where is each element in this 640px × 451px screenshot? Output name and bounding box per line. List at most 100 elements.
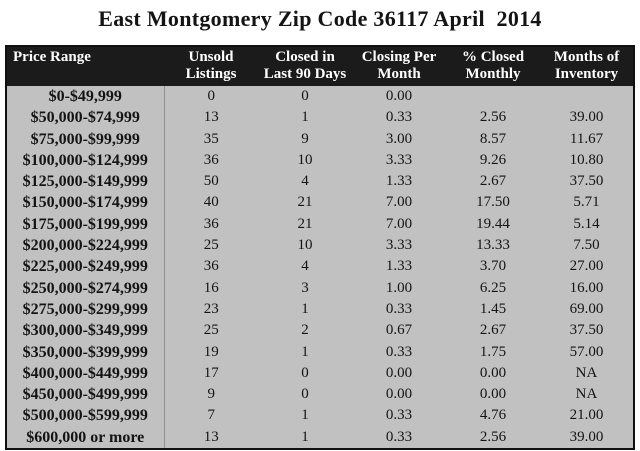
cell-price-range: $225,000-$249,999 (6, 256, 165, 278)
cell-price-range: $500,000-$599,999 (6, 405, 165, 427)
cell-price-range: $400,000-$449,999 (6, 362, 165, 385)
cell-price-range: $175,000-$199,999 (6, 213, 165, 236)
cell-pct-closed-monthly: 6.25 (446, 277, 540, 299)
cell-pct-closed-monthly: 2.56 (446, 107, 540, 129)
table-row: $250,000-$274,999 16 3 1.00 6.25 16.00 (6, 277, 634, 299)
cell-closed-last-90-days: 9 (258, 128, 352, 150)
cell-unsold-listings: 35 (164, 128, 258, 150)
cell-months-of-inventory: NA (540, 384, 634, 406)
cell-price-range: $250,000-$274,999 (6, 277, 165, 299)
cell-closing-per-month: 0.67 (352, 320, 446, 342)
cell-closing-per-month: 0.33 (352, 341, 446, 363)
cell-months-of-inventory: 39.00 (540, 426, 634, 450)
cell-pct-closed-monthly: 9.26 (446, 149, 540, 172)
cell-pct-closed-monthly: 2.67 (446, 320, 540, 342)
column-header-pct-closed-monthly: % Closed Monthly (446, 46, 540, 86)
cell-unsold-listings: 13 (164, 107, 258, 129)
cell-price-range: $300,000-$349,999 (6, 320, 165, 342)
cell-unsold-listings: 19 (164, 341, 258, 363)
cell-unsold-listings: 7 (164, 405, 258, 427)
cell-months-of-inventory: 16.00 (540, 277, 634, 299)
cell-pct-closed-monthly: 1.45 (446, 298, 540, 321)
cell-months-of-inventory: 11.67 (540, 128, 634, 150)
cell-closing-per-month: 7.00 (352, 192, 446, 214)
cell-closed-last-90-days: 10 (258, 149, 352, 172)
cell-closing-per-month: 1.33 (352, 171, 446, 193)
cell-price-range: $100,000-$124,999 (6, 149, 165, 172)
inventory-table: Price Range Unsold Listings Closed in Last… (5, 45, 635, 451)
cell-unsold-listings: 36 (164, 149, 258, 172)
cell-closing-per-month: 0.33 (352, 405, 446, 427)
cell-unsold-listings: 40 (164, 192, 258, 214)
header-row: Price Range Unsold Listings Closed in Last… (6, 46, 634, 86)
cell-closed-last-90-days: 4 (258, 171, 352, 193)
cell-pct-closed-monthly: 3.70 (446, 256, 540, 278)
cell-price-range: $0-$49,999 (6, 86, 165, 108)
cell-months-of-inventory: 69.00 (540, 298, 634, 321)
cell-price-range: $450,000-$499,999 (6, 384, 165, 406)
table-row: $400,000-$449,999 17 0 0.00 0.00 NA (6, 362, 634, 385)
cell-months-of-inventory: 37.50 (540, 171, 634, 193)
table-row: $125,000-$149,999 50 4 1.33 2.67 37.50 (6, 171, 634, 193)
cell-closed-last-90-days: 10 (258, 235, 352, 257)
cell-closed-last-90-days: 21 (258, 213, 352, 236)
table-body: $0-$49,999 0 0 0.00 $50,000-$74,999 13 1 0.33 2.… (6, 86, 634, 450)
cell-price-range: $350,000-$399,999 (6, 341, 165, 363)
cell-months-of-inventory: NA (540, 362, 634, 385)
cell-pct-closed-monthly: 0.00 (446, 384, 540, 406)
cell-unsold-listings: 36 (164, 256, 258, 278)
cell-price-range: $600,000 or more (6, 426, 165, 450)
cell-price-range: $275,000-$299,999 (6, 298, 165, 321)
cell-unsold-listings: 23 (164, 298, 258, 321)
cell-closed-last-90-days: 1 (258, 426, 352, 450)
cell-unsold-listings: 25 (164, 320, 258, 342)
report-title: East Montgomery Zip Code 36117 April 201… (98, 6, 542, 31)
table-header: Price Range Unsold Listings Closed in Last… (6, 46, 634, 86)
cell-closing-per-month: 1.00 (352, 277, 446, 299)
cell-closed-last-90-days: 0 (258, 362, 352, 385)
table-row: $225,000-$249,999 36 4 1.33 3.70 27.00 (6, 256, 634, 278)
cell-unsold-listings: 13 (164, 426, 258, 450)
cell-pct-closed-monthly: 0.00 (446, 362, 540, 385)
cell-price-range: $200,000-$224,999 (6, 235, 165, 257)
cell-months-of-inventory: 39.00 (540, 107, 634, 129)
cell-closing-per-month: 1.33 (352, 256, 446, 278)
table-row: $200,000-$224,999 25 10 3.33 13.33 7.50 (6, 235, 634, 257)
cell-months-of-inventory: 5.71 (540, 192, 634, 214)
cell-closing-per-month: 7.00 (352, 213, 446, 236)
table-row: $600,000 or more 13 1 0.33 2.56 39.00 (6, 426, 634, 450)
table-row: $75,000-$99,999 35 9 3.00 8.57 11.67 (6, 128, 634, 150)
cell-pct-closed-monthly: 4.76 (446, 405, 540, 427)
cell-unsold-listings: 50 (164, 171, 258, 193)
cell-unsold-listings: 36 (164, 213, 258, 236)
table-row: $275,000-$299,999 23 1 0.33 1.45 69.00 (6, 298, 634, 321)
cell-closed-last-90-days: 1 (258, 107, 352, 129)
cell-closed-last-90-days: 2 (258, 320, 352, 342)
cell-pct-closed-monthly: 17.50 (446, 192, 540, 214)
column-header-price-range: Price Range (6, 46, 164, 86)
cell-unsold-listings: 16 (164, 277, 258, 299)
cell-closed-last-90-days: 1 (258, 341, 352, 363)
table-row: $450,000-$499,999 9 0 0.00 0.00 NA (6, 384, 634, 406)
table-row: $175,000-$199,999 36 21 7.00 19.44 5.14 (6, 213, 634, 236)
cell-price-range: $125,000-$149,999 (6, 171, 165, 193)
cell-months-of-inventory: 10.80 (540, 149, 634, 172)
cell-months-of-inventory: 57.00 (540, 341, 634, 363)
cell-pct-closed-monthly: 2.67 (446, 171, 540, 193)
cell-closing-per-month: 0.00 (352, 362, 446, 385)
cell-pct-closed-monthly: 13.33 (446, 235, 540, 257)
cell-closing-per-month: 0.00 (352, 384, 446, 406)
cell-months-of-inventory: 7.50 (540, 235, 634, 257)
cell-price-range: $150,000-$174,999 (6, 192, 165, 214)
cell-pct-closed-monthly: 2.56 (446, 426, 540, 450)
table-row: $350,000-$399,999 19 1 0.33 1.75 57.00 (6, 341, 634, 363)
cell-closing-per-month: 3.00 (352, 128, 446, 150)
table-row: $100,000-$124,999 36 10 3.33 9.26 10.80 (6, 149, 634, 172)
cell-closing-per-month: 0.00 (352, 86, 446, 108)
table-row: $500,000-$599,999 7 1 0.33 4.76 21.00 (6, 405, 634, 427)
cell-months-of-inventory: 27.00 (540, 256, 634, 278)
cell-months-of-inventory: 21.00 (540, 405, 634, 427)
cell-months-of-inventory: 37.50 (540, 320, 634, 342)
column-header-closed-last-90-days: Closed in Last 90 Days (258, 46, 352, 86)
cell-months-of-inventory: 5.14 (540, 213, 634, 236)
